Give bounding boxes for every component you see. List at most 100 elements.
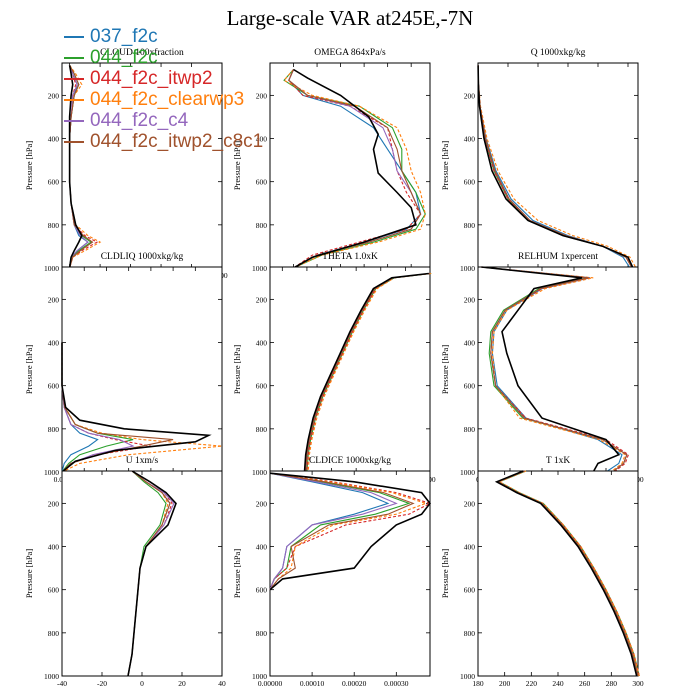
x-tick-label: 20 <box>178 679 186 688</box>
legend-swatch <box>64 119 84 122</box>
y-tick-label: 800 <box>256 629 268 638</box>
panel-title: T 1xK <box>546 456 571 466</box>
y-tick-label: 800 <box>464 629 476 638</box>
y-tick-label: 600 <box>256 178 268 187</box>
panel-5: 2004006008001000280300320340360380400THE… <box>232 252 436 484</box>
plot-frame <box>477 62 639 269</box>
y-tick-label: 800 <box>48 629 60 638</box>
series-line <box>481 266 621 473</box>
panel-title: RELHUM 1xpercent <box>518 252 598 262</box>
series-line <box>269 472 415 591</box>
plot-frame <box>61 266 223 473</box>
series-line <box>303 272 429 473</box>
y-tick-label: 1000 <box>44 672 59 681</box>
y-tick-label: 200 <box>464 91 476 100</box>
x-tick-label: 200 <box>499 679 511 688</box>
y-tick-label: 1000 <box>44 264 59 273</box>
legend-item: 044_f2c_itwp2 <box>64 68 404 89</box>
x-tick-label: 240 <box>552 679 564 688</box>
panel-title: THETA 1.0xK <box>322 252 378 262</box>
x-tick-label: 280 <box>606 679 618 688</box>
series-line <box>61 342 212 473</box>
y-axis-label: Pressure [hPa] <box>24 141 34 191</box>
x-tick-label: 40 <box>218 679 226 688</box>
plot-frame <box>269 266 431 473</box>
plot-frame <box>61 470 223 677</box>
panel-title: OMEGA 864xPa/s <box>314 48 386 58</box>
y-tick-label: 600 <box>464 178 476 187</box>
legend-label: 044_f2c_itwp2_c8c1 <box>90 130 264 152</box>
legend-label: 044_f2c_itwp2 <box>90 67 213 89</box>
series-line <box>477 65 637 269</box>
x-tick-label: 0.00030 <box>384 679 409 688</box>
y-tick-label: 600 <box>464 382 476 391</box>
panel-2: 20040060080010000510152025OMEGA 864xPa/s… <box>232 48 431 280</box>
legend-item: 044_f2c_clearwp3 <box>64 89 404 110</box>
legend-item: 044_f2c_c4 <box>64 110 404 131</box>
y-axis-label: Pressure [hPa] <box>440 549 450 599</box>
y-tick-label: 400 <box>256 339 268 348</box>
legend: 037_f2c 044_f2c 044_f2c_itwp2 044_f2c_clear… <box>64 26 404 152</box>
legend-swatch <box>64 77 84 80</box>
series-line <box>288 69 422 269</box>
series-line <box>269 472 432 591</box>
series-line <box>494 470 638 677</box>
x-tick-label: -20 <box>97 679 107 688</box>
y-tick-label: 1000 <box>460 672 475 681</box>
series-line <box>293 68 417 269</box>
series-line <box>283 69 426 269</box>
y-tick-label: 400 <box>48 339 60 348</box>
y-tick-label: 200 <box>256 499 268 508</box>
y-tick-label: 400 <box>48 135 60 144</box>
y-tick-label: 200 <box>464 295 476 304</box>
y-tick-label: 200 <box>256 91 268 100</box>
y-axis-label: Pressure [hPa] <box>24 345 34 395</box>
y-tick-label: 600 <box>48 178 60 187</box>
y-tick-label: 600 <box>48 586 60 595</box>
x-tick-label: 220 <box>526 679 538 688</box>
y-tick-label: 1000 <box>44 468 59 477</box>
y-tick-label: 1000 <box>252 468 267 477</box>
y-tick-label: 200 <box>256 295 268 304</box>
panel-1: 2004006008001000020406080100CLOUD 100xfr… <box>24 47 228 280</box>
y-tick-label: 800 <box>48 221 60 230</box>
legend-label: 037_f2c <box>90 25 158 47</box>
x-tick-label: 180 <box>472 679 484 688</box>
panel-title: CLDLIQ 1000xkg/kg <box>101 252 184 262</box>
x-tick-label: 0.00010 <box>300 679 325 688</box>
series-line <box>481 266 628 473</box>
y-axis-label: Pressure [hPa] <box>440 141 450 191</box>
series-line <box>269 472 428 591</box>
panel-title: U 1xm/s <box>126 456 159 466</box>
legend-swatch <box>64 35 84 38</box>
figure-title: Large-scale VAR at245E,-7N <box>226 6 474 30</box>
x-tick-label: 0.00020 <box>342 679 367 688</box>
y-axis-label: Pressure [hPa] <box>232 549 242 599</box>
y-tick-label: 800 <box>464 425 476 434</box>
x-tick-label: 260 <box>579 679 591 688</box>
legend-item: 044_f2c_itwp2_c8c1 <box>64 131 404 152</box>
legend-label: 044_f2c <box>90 46 158 68</box>
legend-label: 044_f2c_c4 <box>90 109 189 131</box>
y-tick-label: 400 <box>256 543 268 552</box>
y-tick-label: 800 <box>256 221 268 230</box>
y-tick-label: 800 <box>256 425 268 434</box>
legend-item: 037_f2c <box>64 26 404 47</box>
panel-title: CLOUD 100xfraction <box>100 47 184 58</box>
y-tick-label: 1000 <box>460 264 475 273</box>
y-tick-label: 1000 <box>252 264 267 273</box>
x-tick-label: 0.00000 <box>258 679 283 688</box>
panel-3: 20040060080010003.0006.0009.00012.00015.… <box>440 48 639 280</box>
panel-title: CLDICE 1000xkg/kg <box>309 456 391 466</box>
y-axis-label: Pressure [hPa] <box>232 345 242 395</box>
y-tick-label: 400 <box>464 339 476 348</box>
series-line <box>306 272 431 473</box>
y-tick-label: 1000 <box>252 672 267 681</box>
y-tick-label: 200 <box>48 91 60 100</box>
plot-frame <box>269 62 431 269</box>
